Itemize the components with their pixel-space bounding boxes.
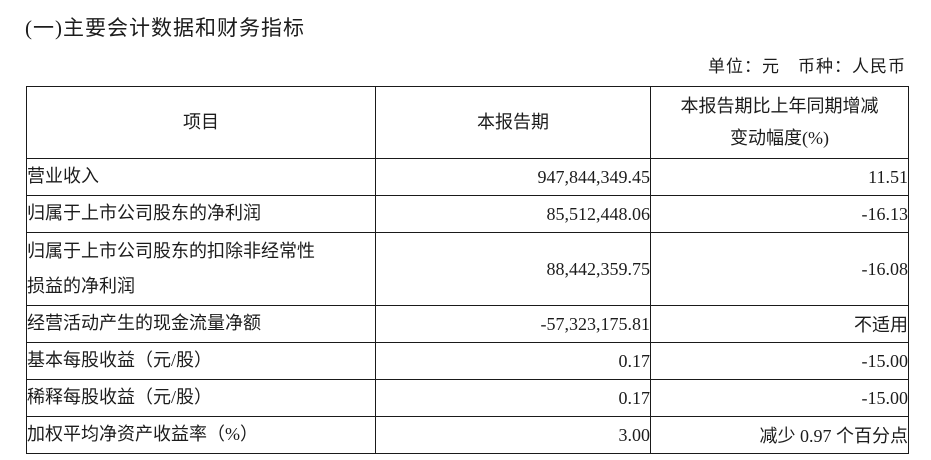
table-row: 稀释每股收益（元/股） 0.17 -15.00 <box>26 379 909 417</box>
row-label: 营业收入 <box>27 166 99 187</box>
col-header-item: 项目 <box>26 86 376 159</box>
row-change-value: -16.13 <box>650 195 909 233</box>
row-change-value: -15.00 <box>650 342 909 380</box>
col-header-current-period: 本报告期 <box>375 86 651 159</box>
table-row: 归属于上市公司股东的净利润 85,512,448.06 -16.13 <box>26 195 909 233</box>
financial-indicators-table: 项目 本报告期 本报告期比上年同期增减 变动幅度(%) 营业收入 947,844… <box>26 86 909 454</box>
table-row: 经营活动产生的现金流量净额 -57,323,175.81 不适用 <box>26 305 909 343</box>
row-label: 基本每股收益（元/股） <box>27 350 212 371</box>
row-label: 加权平均净资产收益率（%） <box>27 424 258 445</box>
row-current-value: -57,323,175.81 <box>375 305 651 343</box>
row-label: 归属于上市公司股东的净利润 <box>27 203 261 224</box>
row-change-value: 11.51 <box>650 158 909 196</box>
row-label: 归属于上市公司股东的扣除非经常性损益的净利润 <box>27 240 315 296</box>
row-current-value: 88,442,359.75 <box>375 232 651 306</box>
row-change-value: -15.00 <box>650 379 909 417</box>
row-change-value: -16.08 <box>650 232 909 306</box>
row-current-value: 0.17 <box>375 342 651 380</box>
row-change-value: 不适用 <box>650 305 909 343</box>
row-current-value: 0.17 <box>375 379 651 417</box>
table-row: 归属于上市公司股东的扣除非经常性损益的净利润 88,442,359.75 -16… <box>26 232 909 306</box>
row-label: 稀释每股收益（元/股） <box>27 387 212 408</box>
row-current-value: 3.00 <box>375 416 651 454</box>
table-header-row: 项目 本报告期 本报告期比上年同期增减 变动幅度(%) <box>26 86 909 159</box>
row-label: 经营活动产生的现金流量净额 <box>27 313 261 334</box>
table-row: 加权平均净资产收益率（%） 3.00 减少 0.97 个百分点 <box>26 416 909 454</box>
row-current-value: 85,512,448.06 <box>375 195 651 233</box>
table-row: 营业收入 947,844,349.45 11.51 <box>26 158 909 196</box>
col-header-change-line1: 本报告期比上年同期增减 <box>680 96 879 116</box>
col-header-change-line2: 变动幅度(%) <box>730 127 829 148</box>
unit-currency-note: 单位：元 币种：人民币 <box>708 57 906 76</box>
table-row: 基本每股收益（元/股） 0.17 -15.00 <box>26 342 909 380</box>
row-current-value: 947,844,349.45 <box>375 158 651 196</box>
col-header-change: 本报告期比上年同期增减 变动幅度(%) <box>650 86 909 159</box>
row-change-value: 减少 0.97 个百分点 <box>650 416 909 454</box>
section-title: (一)主要会计数据和财务指标 <box>25 16 305 40</box>
